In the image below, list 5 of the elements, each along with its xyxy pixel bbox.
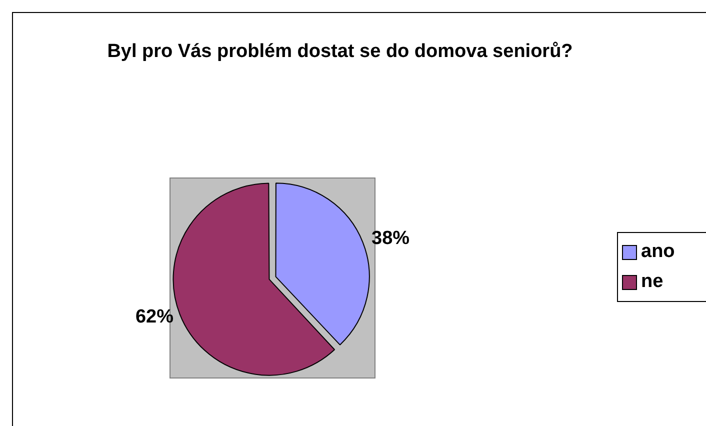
chart-title: Byl pro Vás problém dostat se do domova seniorů? [106, 40, 574, 64]
data-label: 38% [372, 228, 410, 250]
legend-label: ano [641, 241, 675, 263]
data-label: 62% [135, 306, 174, 328]
legend-label: ne [641, 271, 664, 293]
